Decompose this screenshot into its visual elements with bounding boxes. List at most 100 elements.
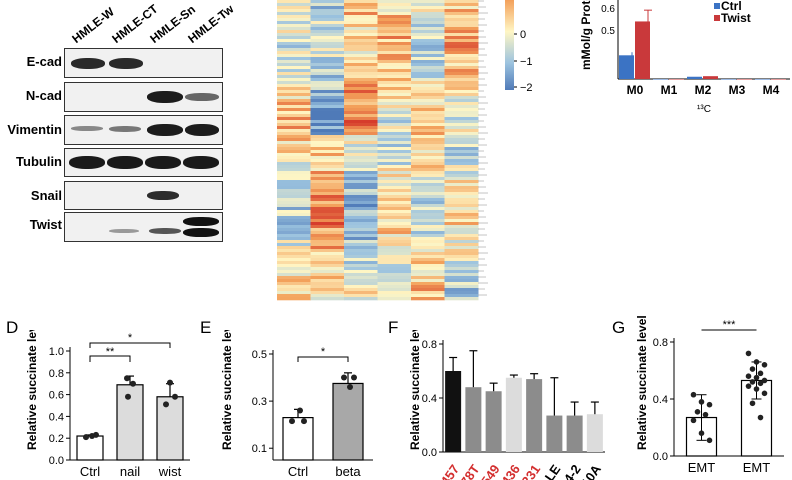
heatmap-cell <box>444 255 479 259</box>
heatmap-cell <box>310 156 345 160</box>
heatmap-cell <box>277 102 311 106</box>
heatmap-cell <box>310 96 345 100</box>
heatmap-cell <box>411 294 445 298</box>
data-point <box>745 350 752 357</box>
heatmap-cell <box>377 288 412 292</box>
heatmap-cell <box>277 126 311 130</box>
heatmap-cell <box>310 99 345 103</box>
bar <box>526 379 543 452</box>
panel-letter-d: D <box>6 318 19 337</box>
protein-label: Tubulin <box>16 154 62 169</box>
heatmap-cell <box>277 216 311 220</box>
heatmap-cell <box>310 186 345 190</box>
heatmap-cell <box>344 159 378 163</box>
heatmap-cell <box>310 255 345 259</box>
heatmap-cell <box>444 210 479 214</box>
significance-label: * <box>128 332 133 344</box>
heatmap-cell <box>344 291 378 295</box>
heatmap-cell <box>277 114 311 118</box>
heatmap-cell <box>444 141 479 145</box>
x-tick-label: M0 <box>627 83 644 97</box>
heatmap-cell <box>444 69 479 73</box>
legend-swatch-ctrl <box>714 3 720 9</box>
heatmap-cell <box>310 162 345 166</box>
heatmap-cell <box>310 249 345 253</box>
protein-label: N-cad <box>25 88 62 103</box>
heatmap-cell <box>377 39 412 43</box>
heatmap-cell <box>277 246 311 250</box>
heatmap-cell <box>344 78 378 82</box>
blot-strip <box>64 148 223 177</box>
y-axis-label: mMol/g Prote <box>579 0 593 70</box>
heatmap-cell <box>411 63 445 67</box>
heatmap-cell <box>377 147 412 151</box>
heatmap-cell <box>377 96 412 100</box>
heatmap-cell <box>277 60 311 64</box>
heatmap-cell <box>344 222 378 226</box>
scale-tick: −2 <box>520 82 533 94</box>
heatmap-cell <box>277 57 311 61</box>
heatmap-cell <box>444 204 479 208</box>
heatmap-cell <box>377 255 412 259</box>
heatmap-cell <box>444 261 479 265</box>
heatmap-cell <box>310 51 345 55</box>
heatmap-cell <box>344 171 378 175</box>
heatmap-cell <box>277 45 311 49</box>
heatmap-cell <box>277 15 311 19</box>
y-tick-label: 0.8 <box>422 339 437 351</box>
heatmap-cell <box>310 234 345 238</box>
heatmap-cell <box>310 36 345 40</box>
heatmap-cell <box>377 78 412 82</box>
heatmap-cell <box>277 66 311 70</box>
heatmap-cell <box>277 108 311 112</box>
heatmap-cell <box>444 57 479 61</box>
heatmap-cell <box>411 108 445 112</box>
heatmap-cell <box>310 27 345 31</box>
heatmap-cell <box>411 207 445 211</box>
heatmap-cell <box>377 126 412 130</box>
heatmap-cell <box>310 39 345 43</box>
heatmap-cell <box>377 51 412 55</box>
heatmap-cell <box>310 195 345 199</box>
heatmap-cell <box>377 159 412 163</box>
heatmap-cell <box>377 186 412 190</box>
heatmap-cell <box>444 243 479 247</box>
heatmap-cell <box>344 261 378 265</box>
heatmap-cell <box>310 270 345 274</box>
heatmap-cell <box>444 27 479 31</box>
heatmap-cell <box>344 162 378 166</box>
heatmap-cell <box>344 120 378 124</box>
heatmap-cell <box>377 150 412 154</box>
heatmap-cell <box>444 276 479 280</box>
heatmap-cell <box>310 57 345 61</box>
heatmap-cell <box>377 114 412 118</box>
heatmap-cell <box>377 54 412 58</box>
heatmap-cell <box>277 186 311 190</box>
significance-label: ** <box>106 346 115 358</box>
heatmap-cell <box>411 60 445 64</box>
heatmap-cell <box>411 228 445 232</box>
heatmap-cell <box>444 240 479 244</box>
heatmap-cell <box>377 270 412 274</box>
heatmap-cell <box>411 249 445 253</box>
heatmap-cell <box>411 201 445 205</box>
heatmap-cell <box>377 294 412 298</box>
heatmap-cell <box>344 252 378 256</box>
heatmap-cell <box>344 138 378 142</box>
heatmap-cell <box>344 132 378 136</box>
heatmap-cell <box>411 213 445 217</box>
heatmap-cell <box>444 177 479 181</box>
heatmap-cell <box>310 213 345 217</box>
heatmap-cell <box>377 57 412 61</box>
heatmap-cell <box>444 30 479 34</box>
heatmap-cell <box>310 177 345 181</box>
y-tick-label: 0.6 <box>49 390 64 402</box>
heatmap-cell <box>310 297 345 301</box>
y-tick-label: 0.8 <box>49 368 64 380</box>
heatmap-cell <box>277 210 311 214</box>
heatmap-cell <box>344 72 378 76</box>
heatmap-cell <box>411 27 445 31</box>
x-tick-label: EMT <box>688 460 716 475</box>
heatmap-cell <box>277 120 311 124</box>
heatmap-cell <box>277 162 311 166</box>
